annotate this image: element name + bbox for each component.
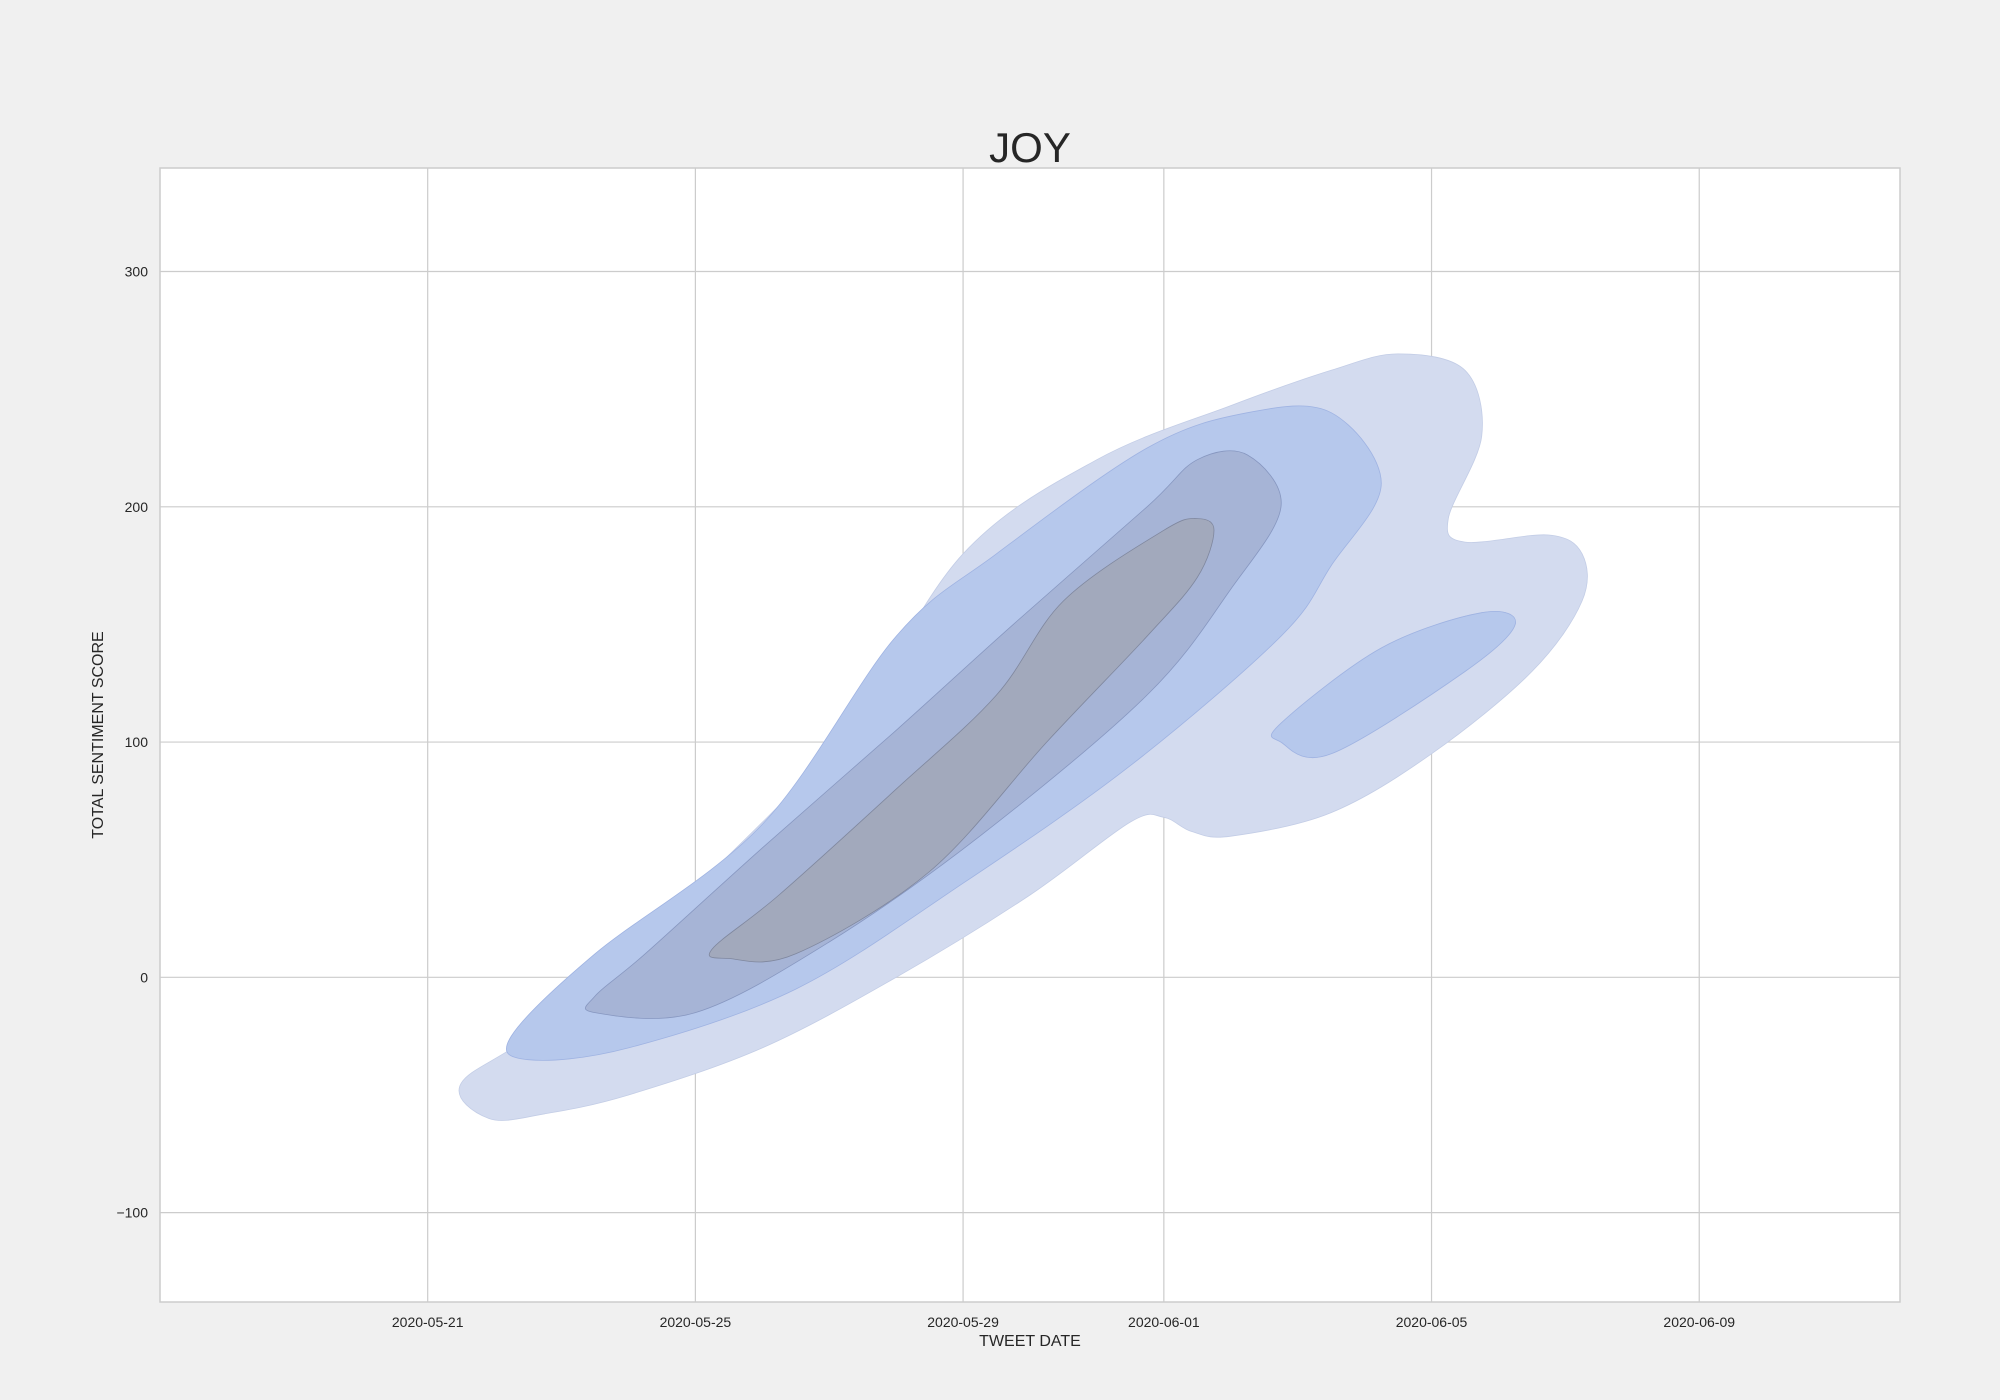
x-tick-label: 2020-06-09	[1663, 1314, 1735, 1330]
y-tick-label: 0	[140, 969, 148, 985]
y-tick-labels: −100 0 100 200 300	[116, 264, 148, 1221]
x-tick-label: 2020-05-25	[660, 1314, 732, 1330]
y-axis-label: TOTAL SENTIMENT SCORE	[90, 631, 107, 838]
x-tick-label: 2020-06-05	[1396, 1314, 1468, 1330]
y-tick-label: 300	[125, 264, 149, 280]
contour-level-2-region-2	[1271, 611, 1516, 759]
chart-title: JOY	[989, 124, 1071, 171]
y-tick-label: 100	[125, 734, 149, 750]
x-tick-label: 2020-06-01	[1128, 1314, 1200, 1330]
y-tick-label: 200	[125, 499, 149, 515]
x-axis-label: TWEET DATE	[979, 1333, 1081, 1350]
contour-level-4-region-1	[708, 518, 1215, 963]
contour-layer	[458, 353, 1588, 1121]
x-tick-label: 2020-05-29	[927, 1314, 999, 1330]
x-tick-label: 2020-05-21	[392, 1314, 464, 1330]
x-tick-labels: 2020-05-21 2020-05-25 2020-05-29 2020-06-01…	[392, 1314, 1735, 1330]
y-tick-label: −100	[116, 1205, 148, 1221]
